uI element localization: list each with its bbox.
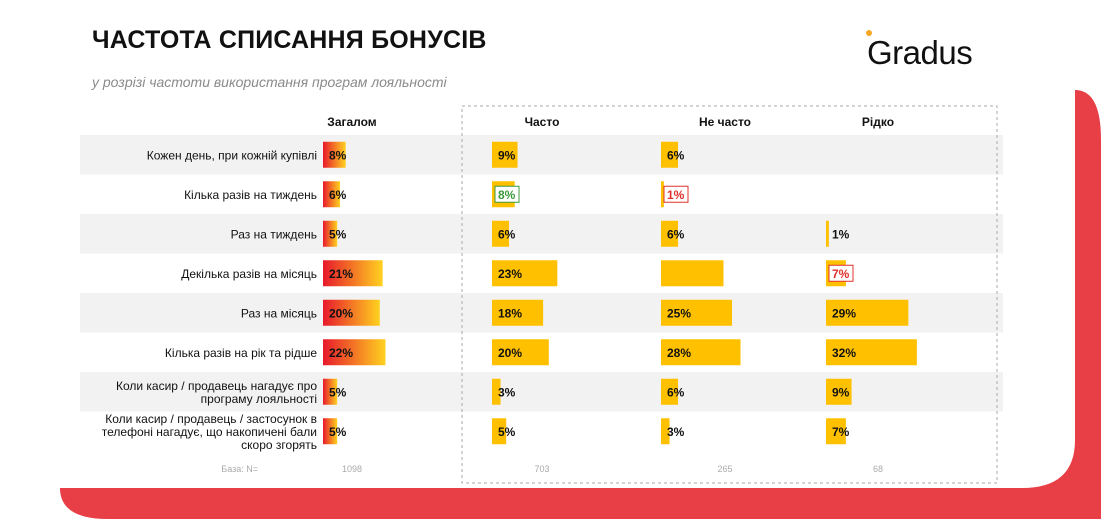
data-label: 5%: [329, 385, 347, 399]
data-bar: [323, 418, 338, 445]
data-label: 18%: [498, 306, 522, 320]
data-bar: [323, 299, 380, 326]
page-title: ЧАСТОТА СПИСАННЯ БОНУСІВ: [92, 26, 487, 54]
page-subtitle: у розрізі частоти використання програм л…: [92, 74, 447, 90]
significance-box: [663, 185, 689, 203]
data-label: 5%: [329, 227, 347, 241]
brand-logo: Gradus: [867, 34, 973, 71]
data-bar: [661, 260, 724, 287]
column-header: Загалом: [327, 115, 377, 129]
base-value: 1098: [342, 464, 362, 474]
base-value: 265: [717, 464, 732, 474]
data-bar: [492, 418, 507, 445]
data-bar: [661, 418, 670, 445]
data-bar: [492, 141, 518, 168]
row-band: [80, 135, 1003, 175]
data-label: 22%: [329, 346, 353, 360]
data-bar: [661, 141, 679, 168]
category-label: Кожен день, при кожній купівлі: [147, 148, 317, 162]
data-label: 1%: [667, 188, 685, 202]
data-label: 28%: [667, 346, 691, 360]
data-bar: [323, 339, 386, 366]
data-label: 20%: [329, 306, 353, 320]
data-bar: [492, 378, 501, 405]
data-bar: [323, 378, 338, 405]
data-label: 1%: [832, 227, 850, 241]
base-label: База: N=: [221, 464, 258, 474]
data-label: 32%: [832, 346, 856, 360]
data-label: 3%: [667, 425, 685, 439]
data-label: 29%: [832, 306, 856, 320]
data-bar: [661, 181, 664, 208]
data-label: 6%: [667, 227, 685, 241]
category-label: Коли касир / продавець нагадує про програ…: [116, 379, 317, 406]
data-label: 7%: [832, 425, 850, 439]
data-label: 6%: [667, 385, 685, 399]
significance-box: [494, 185, 520, 203]
data-bar: [826, 418, 846, 445]
data-bar: [661, 339, 741, 366]
data-label: 5%: [498, 425, 516, 439]
category-label: Кілька разів на рік та рідше: [165, 346, 317, 360]
column-header: Не часто: [699, 115, 751, 129]
base-value: 68: [873, 464, 883, 474]
data-bar: [661, 220, 679, 247]
data-bar: [661, 378, 679, 405]
logo-dot-icon: [866, 30, 872, 36]
data-bar: [323, 181, 341, 208]
data-bar: [826, 378, 852, 405]
category-label: Раз на місяць: [241, 306, 317, 320]
data-bar: [492, 339, 549, 366]
category-label: Декілька разів на місяць: [181, 267, 317, 281]
category-label: Раз на тиждень: [231, 227, 317, 241]
category-label: Коли касир / продавець / застосунок в тел…: [102, 412, 317, 452]
row-band: [80, 214, 1003, 254]
column-header: Рідко: [862, 115, 894, 129]
data-label: 25%: [667, 306, 691, 320]
column-header: Часто: [525, 115, 560, 129]
data-label: 20%: [498, 346, 522, 360]
base-value: 703: [534, 464, 549, 474]
data-label: 9%: [832, 385, 850, 399]
data-bar: [323, 220, 338, 247]
data-label: 6%: [667, 148, 685, 162]
data-label: 6%: [498, 227, 516, 241]
data-bar: [492, 299, 544, 326]
data-label: 21%: [329, 267, 353, 281]
data-bar: [826, 299, 909, 326]
data-label: 9%: [498, 148, 516, 162]
data-label: 23%: [498, 267, 522, 281]
category-label: Кілька разів на тиждень: [184, 188, 317, 202]
data-bar: [323, 141, 346, 168]
data-label: 8%: [329, 148, 347, 162]
data-label: 7%: [832, 267, 850, 281]
significance-box: [828, 264, 854, 282]
data-bar: [661, 299, 732, 326]
data-label: 6%: [329, 188, 347, 202]
data-bar: [826, 220, 829, 247]
data-label: 5%: [329, 425, 347, 439]
data-label: 3%: [498, 385, 516, 399]
data-bar: [826, 339, 917, 366]
data-label: 8%: [498, 188, 516, 202]
data-bar: [492, 220, 510, 247]
data-bar: [323, 260, 383, 287]
data-bar: [492, 260, 558, 287]
